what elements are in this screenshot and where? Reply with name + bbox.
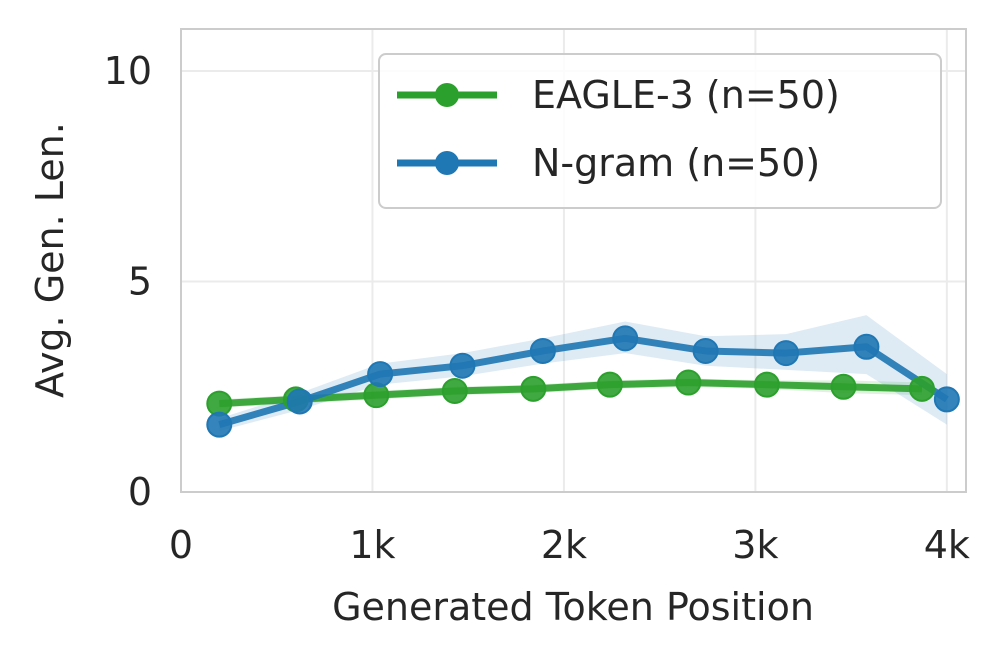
- legend-items: EAGLE-3 (n=50) N-gram (n=50): [397, 73, 840, 185]
- y-axis-title: Avg. Gen. Len.: [28, 122, 72, 398]
- data-point: [596, 371, 623, 398]
- x-tick-label: 0: [169, 523, 193, 567]
- plot-frame: [180, 28, 967, 493]
- series-line: [219, 379, 923, 408]
- x-tick-label: 1k: [349, 523, 395, 567]
- legend-marker: [435, 151, 459, 175]
- y-tick-labels: 0 5 10: [104, 49, 152, 514]
- data-point: [449, 352, 476, 379]
- data-point: [286, 388, 313, 415]
- data-point: [773, 340, 800, 367]
- data-point: [367, 361, 394, 388]
- data-point: [933, 386, 960, 413]
- data-point: [612, 325, 639, 352]
- legend: EAGLE-3 (n=50) N-gram (n=50): [378, 53, 942, 209]
- legend-marker: [435, 83, 459, 107]
- data-point: [753, 371, 780, 398]
- y-tick-label: 10: [104, 49, 152, 93]
- data-point: [908, 375, 935, 402]
- y-tick-label: 0: [128, 470, 152, 514]
- series-lines: [218, 334, 949, 429]
- data-point: [675, 369, 702, 396]
- series-points: [206, 325, 960, 438]
- x-tick-label: 4k: [924, 523, 970, 567]
- y-tick-label: 5: [128, 260, 152, 304]
- legend-label: EAGLE-3 (n=50): [532, 73, 840, 117]
- data-point: [692, 337, 719, 364]
- data-point: [206, 411, 233, 438]
- data-point: [830, 373, 857, 400]
- data-point: [529, 337, 556, 364]
- x-tick-label: 3k: [732, 523, 778, 567]
- x-tick-labels: 0 1k 2k 3k 4k: [169, 523, 970, 567]
- x-axis-title: Generated Token Position: [332, 585, 814, 629]
- confidence-band: [219, 315, 947, 431]
- series-line: [218, 334, 949, 429]
- legend-label: N-gram (n=50): [532, 141, 820, 185]
- data-point: [441, 377, 468, 404]
- x-tick-label: 2k: [541, 523, 587, 567]
- data-point: [363, 382, 390, 409]
- legend-box: [378, 53, 942, 209]
- data-point: [520, 375, 547, 402]
- data-point: [853, 333, 880, 360]
